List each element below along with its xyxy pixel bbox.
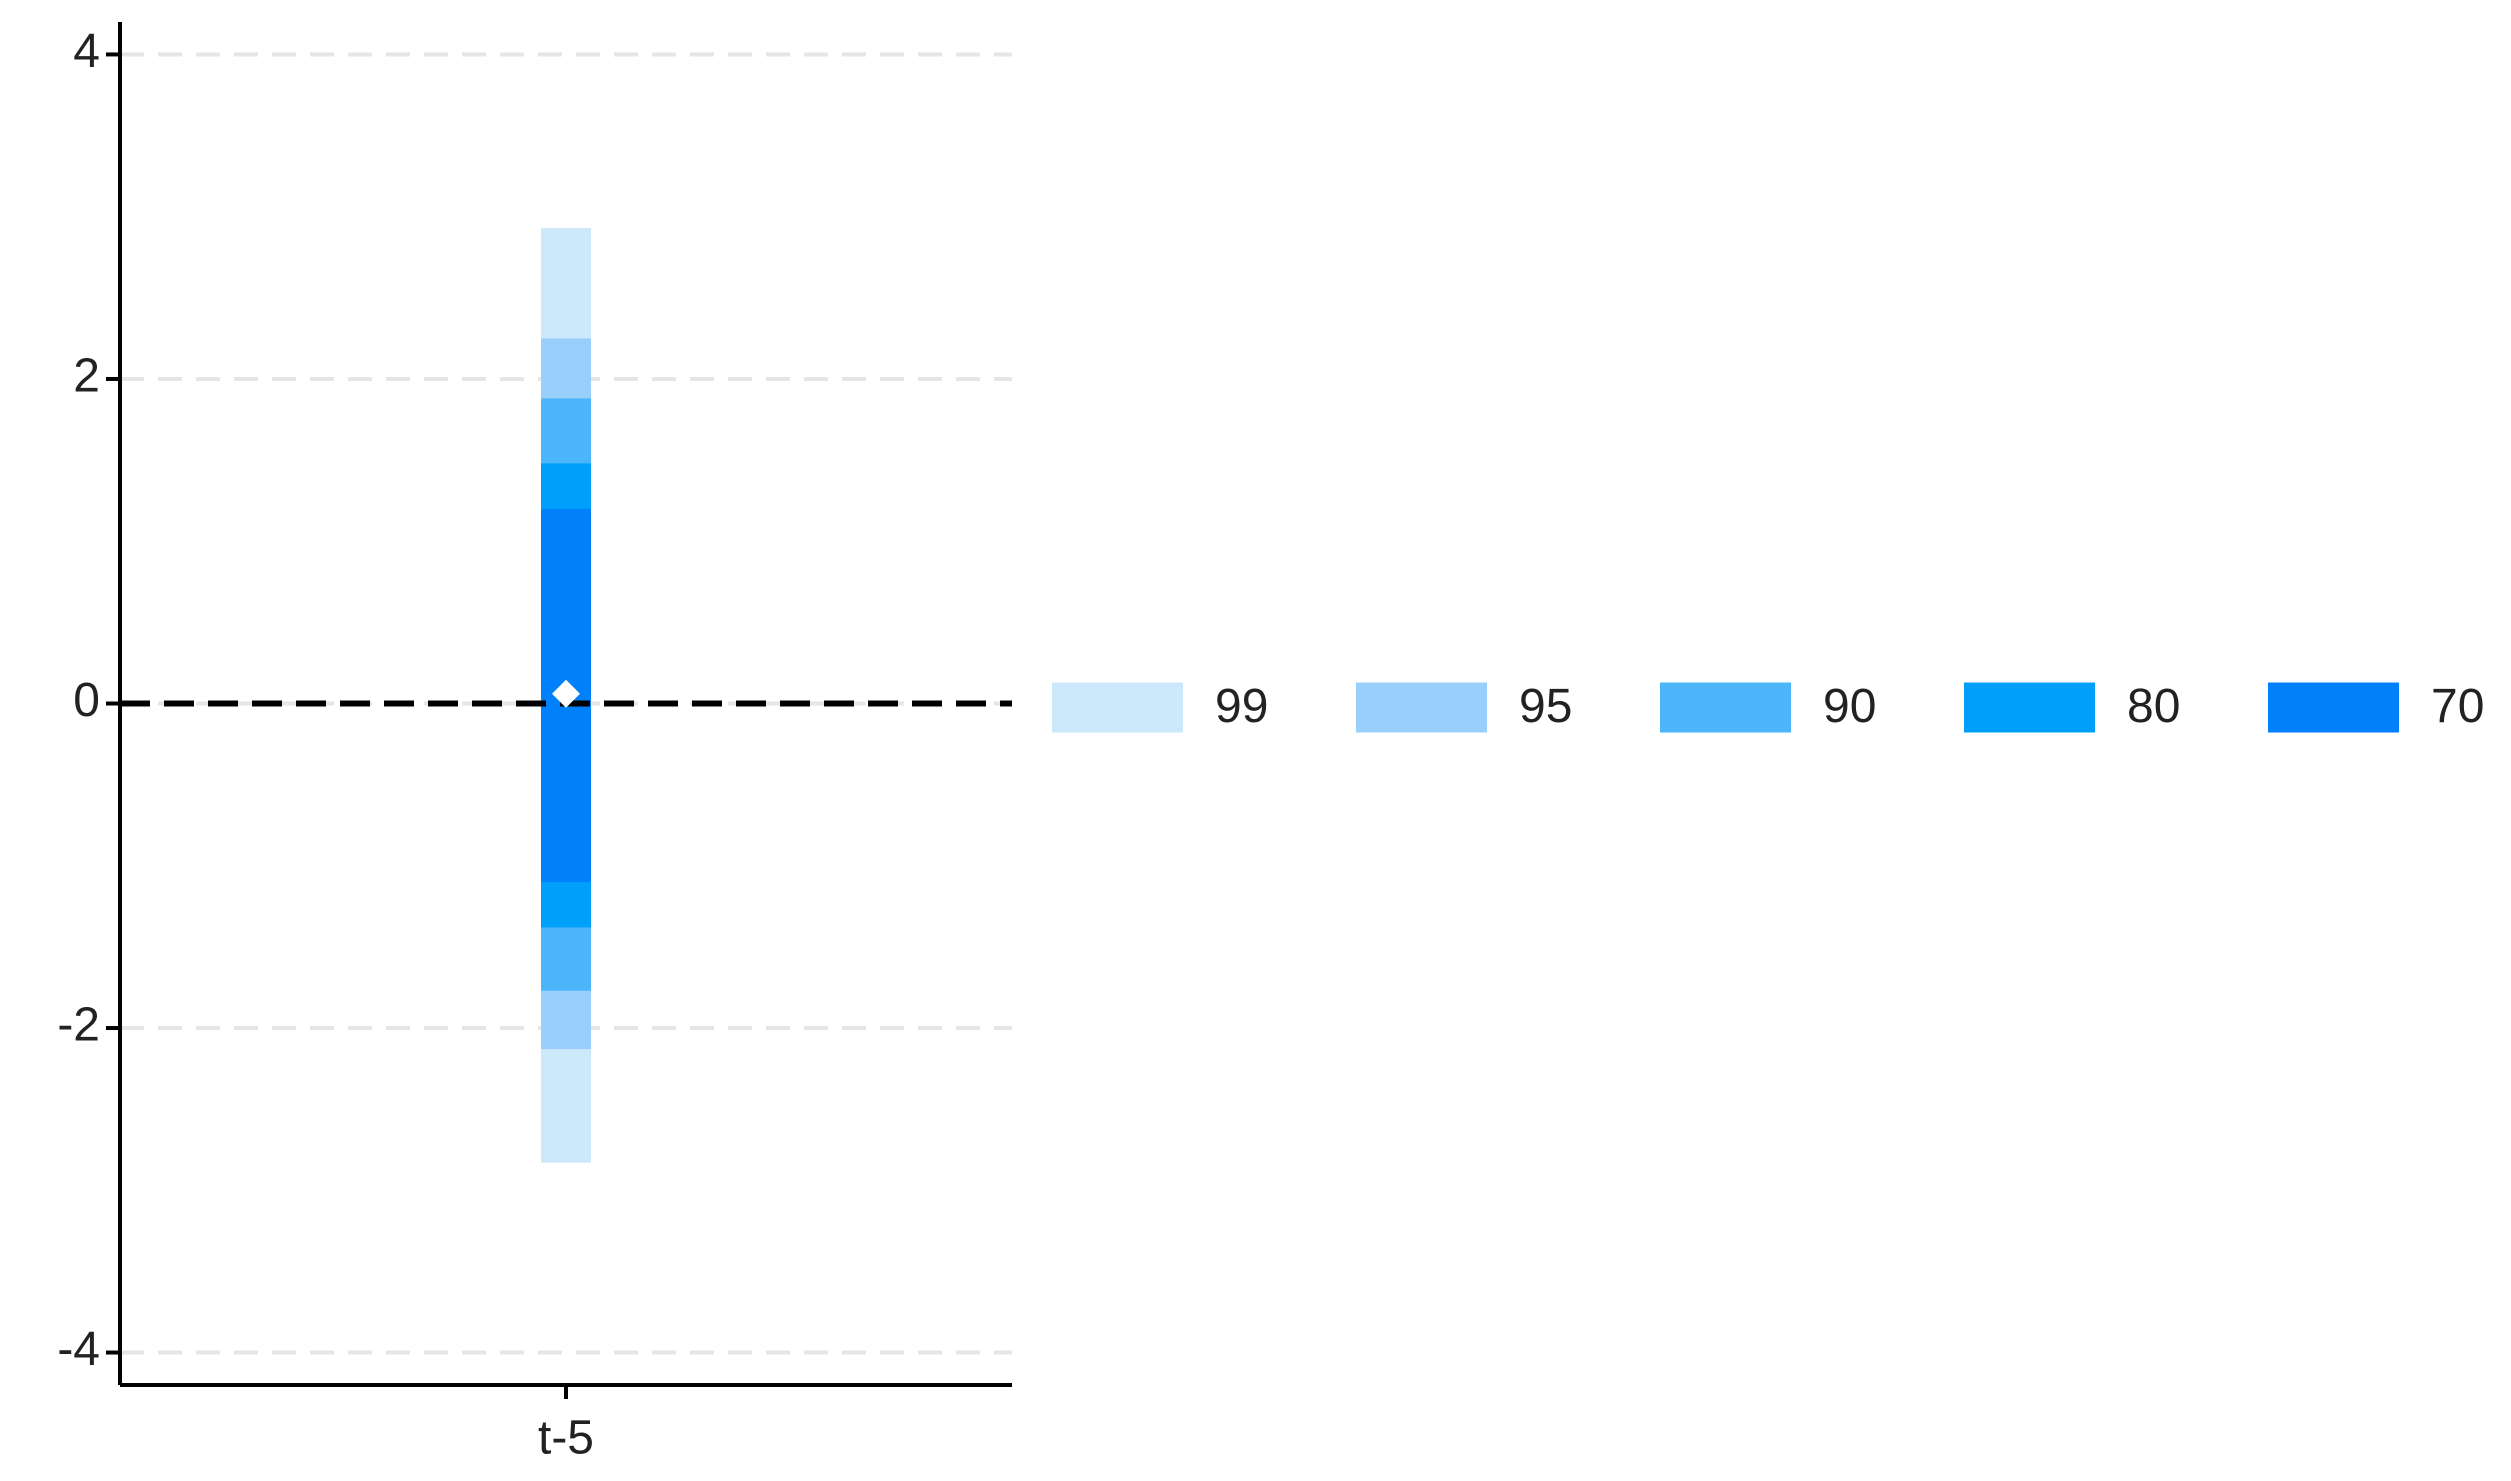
legend-swatch: [1052, 682, 1183, 733]
y-tick-label: -2: [57, 999, 100, 1052]
legend-swatch: [1660, 682, 1791, 733]
legend-label: 80: [2127, 680, 2180, 733]
y-tick-label: 0: [73, 674, 100, 727]
y-tick-label: -4: [57, 1323, 100, 1376]
y-tick-label: 2: [73, 350, 100, 403]
legend-label: 90: [1823, 680, 1876, 733]
legend-label: 99: [1215, 680, 1268, 733]
y-tick-label: 4: [73, 25, 100, 78]
legend-swatch: [1964, 682, 2095, 733]
legend-label: 95: [1519, 680, 1572, 733]
legend-label: 70: [2431, 680, 2484, 733]
legend-swatch: [2268, 682, 2399, 733]
estimate-point: [552, 679, 580, 708]
x-tick-label: t-5: [538, 1412, 594, 1465]
legend-swatch: [1356, 682, 1487, 733]
